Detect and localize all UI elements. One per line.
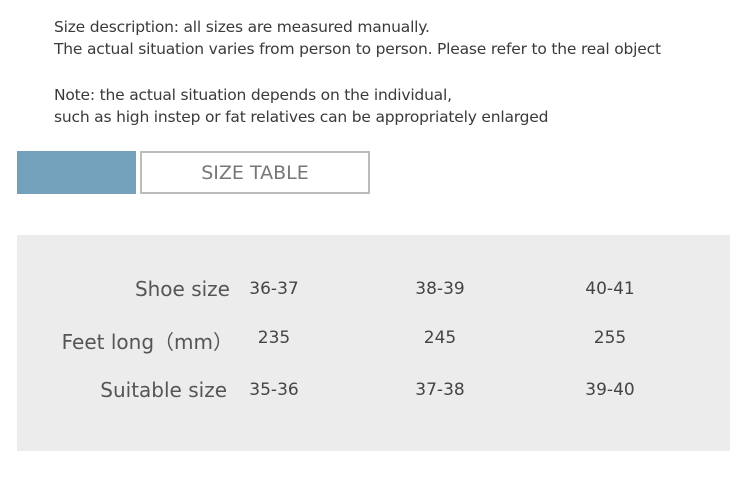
table-cell: 235 [257,328,291,348]
note-line: Note: the actual situation depends on th… [54,86,452,104]
note-line: such as high instep or fat relatives can… [54,108,549,126]
table-row: Shoe size 36-37 38-39 40-41 [17,277,730,307]
table-cell: 39-40 [585,380,635,400]
row-label: Suitable size [100,378,227,402]
table-cell: 40-41 [585,279,635,299]
note-text: Note: the actual situation depends on th… [54,84,548,128]
size-table: Shoe size 36-37 38-39 40-41 Feet long（mm… [17,235,730,451]
size-table-title: SIZE TABLE [140,151,370,194]
table-cell: 245 [423,328,457,348]
table-cell: 37-38 [415,380,465,400]
size-description: Size description: all sizes are measured… [54,16,661,60]
table-cell: 255 [593,328,627,348]
table-cell: 36-37 [249,279,299,299]
accent-block [17,151,136,194]
note-line: Size description: all sizes are measured… [54,18,430,36]
table-row: Feet long（mm） 235 245 255 [17,326,730,356]
row-label: Feet long（mm） [61,330,233,354]
note-line: The actual situation varies from person … [54,40,661,58]
table-cell: 35-36 [249,380,299,400]
table-cell: 38-39 [415,279,465,299]
row-label: Shoe size [134,277,230,301]
table-row: Suitable size 35-36 37-38 39-40 [17,378,730,408]
